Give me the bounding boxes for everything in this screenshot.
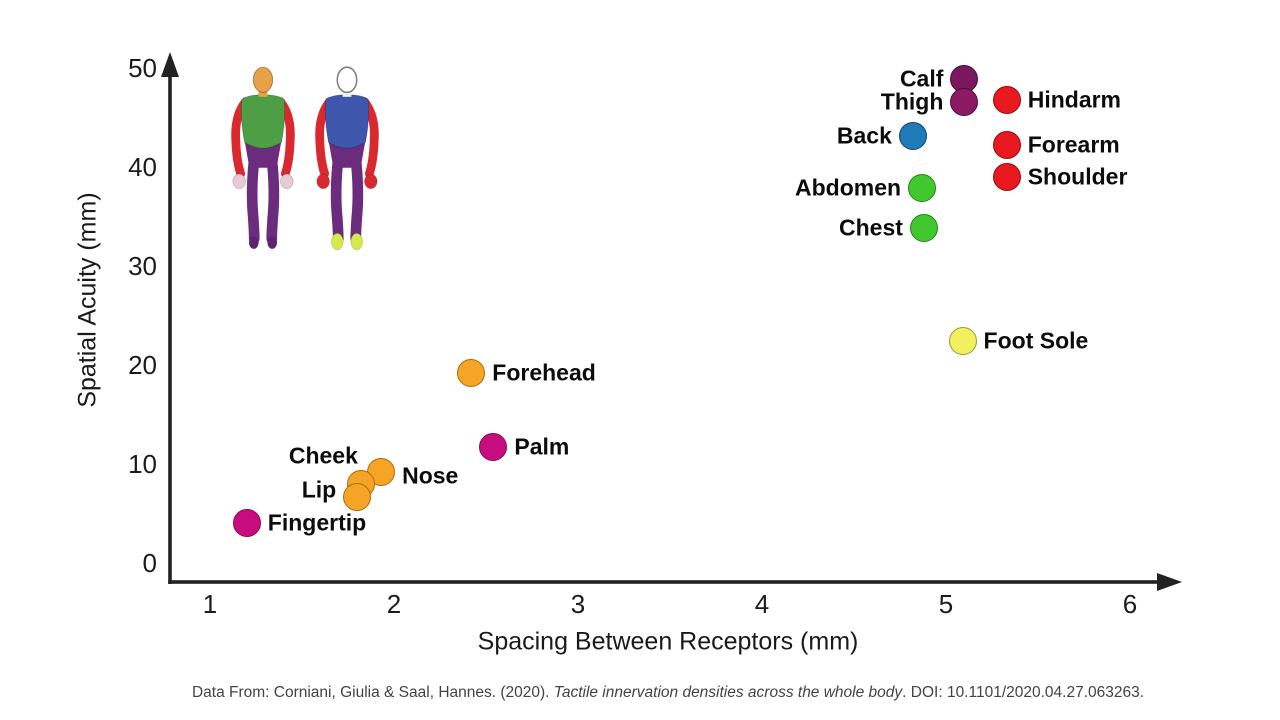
front-arm-right (276, 97, 295, 178)
back-leg-right (350, 152, 364, 244)
y-tick-label-50: 50 (128, 53, 157, 83)
point-label-lip: Lip (301, 476, 337, 503)
point-label-chest: Chest (839, 214, 903, 241)
point-label-thigh: Thigh (880, 88, 944, 115)
front-head (252, 66, 274, 93)
point-label-shoulder: Shoulder (1027, 163, 1128, 190)
citation: Data From: Corniani, Giulia & Saal, Hann… (192, 684, 1144, 702)
back-leg-left (330, 152, 344, 244)
point-label-foot-sole: Foot Sole (983, 327, 1089, 354)
front-hand-left (232, 173, 246, 190)
back-hand-left (316, 173, 330, 190)
point-label-cheek: Cheek (288, 442, 358, 469)
front-foot-left (248, 236, 259, 249)
x-tick-label-1: 1 (202, 589, 218, 619)
front-arm-left (231, 97, 250, 178)
point-label-hindarm: Hindarm (1027, 86, 1122, 113)
point-label-back: Back (836, 122, 892, 149)
x-tick-label-6: 6 (1122, 589, 1138, 619)
y-tick-label-10: 10 (128, 449, 157, 479)
y-axis-arrow-icon (161, 52, 179, 77)
back-torso (324, 94, 370, 149)
back-arm-right (360, 97, 379, 178)
data-point-forehead (457, 358, 486, 387)
x-tick-label-3: 3 (570, 589, 586, 619)
data-point-shoulder (992, 162, 1021, 191)
front-torso (240, 94, 286, 149)
body-map-back-figure (315, 66, 379, 251)
front-foot-right (267, 236, 278, 249)
data-point-thigh (950, 87, 979, 116)
x-tick-label-4: 4 (754, 589, 770, 619)
data-point-chest (909, 214, 938, 243)
back-hand-right (364, 173, 378, 190)
x-tick-label-2: 2 (386, 589, 402, 619)
x-axis-title: Spacing Between Receptors (mm) (477, 627, 859, 656)
y-axis-line (168, 64, 172, 584)
front-leg-right (266, 152, 280, 244)
point-label-forehead: Forehead (492, 359, 596, 386)
back-head (336, 66, 358, 94)
front-leg-left (246, 152, 260, 244)
point-label-calf: Calf (899, 65, 944, 92)
data-point-hindarm (992, 85, 1021, 114)
citation-suffix: . DOI: 10.1101/2020.04.27.063263. (902, 684, 1145, 701)
data-point-fingertip (232, 509, 261, 538)
x-axis-arrow-icon (1157, 573, 1182, 591)
body-map-front-figure (231, 66, 295, 249)
data-point-lip (343, 482, 372, 511)
back-foot-sole-left (330, 232, 344, 251)
back-foot-sole-right (350, 232, 364, 251)
data-point-forearm (992, 131, 1021, 160)
point-label-palm: Palm (514, 433, 570, 460)
data-point-palm (479, 433, 508, 462)
point-label-forearm: Forearm (1027, 131, 1120, 158)
y-tick-label-30: 30 (128, 251, 157, 281)
point-label-nose: Nose (402, 462, 459, 489)
x-tick-label-5: 5 (938, 589, 954, 619)
point-label-abdomen: Abdomen (795, 174, 902, 201)
x-axis-line (168, 580, 1161, 584)
back-arm-left (315, 97, 334, 178)
y-tick-label-20: 20 (128, 350, 157, 380)
data-point-foot-sole (948, 327, 977, 356)
y-tick-label-0: 0 (142, 548, 157, 578)
data-point-back (898, 122, 927, 151)
citation-prefix: Data From: Corniani, Giulia & Saal, Hann… (191, 684, 554, 701)
y-tick-label-40: 40 (128, 152, 157, 182)
point-label-fingertip: Fingertip (267, 509, 367, 536)
citation-italic-title: Tactile innervation densities across the… (553, 684, 903, 701)
front-hand-right (280, 173, 294, 190)
data-point-abdomen (908, 173, 937, 202)
